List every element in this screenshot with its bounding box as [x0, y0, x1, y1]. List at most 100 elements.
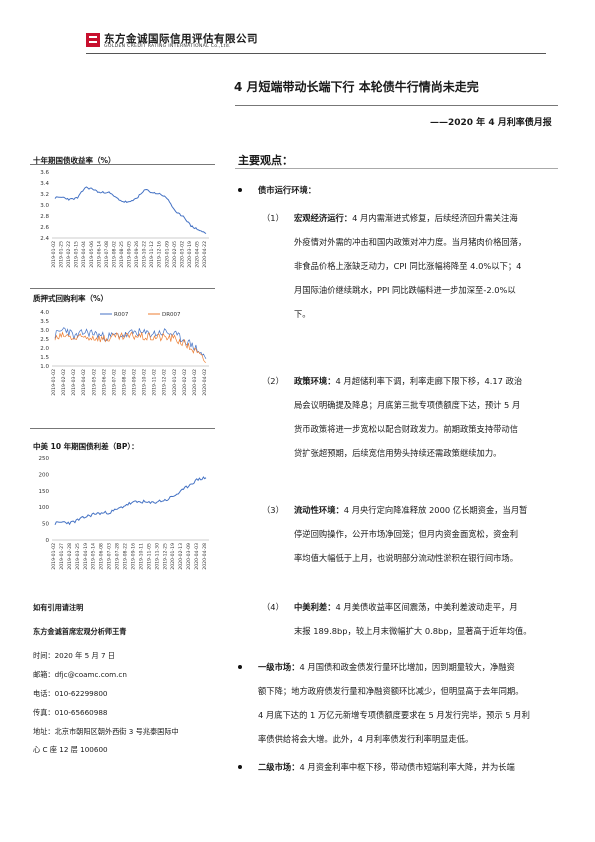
item-label: 二级市场： [258, 762, 300, 772]
x-tick-label: 2019-11-12 [149, 241, 155, 268]
y-tick-label: 4.0 [40, 310, 49, 316]
y-tick-label: 3.0 [40, 328, 49, 334]
x-tick-label: 2019-04-19 [83, 543, 89, 570]
bullet-icon [238, 188, 242, 192]
key-points-heading: 主要观点： [238, 154, 293, 167]
x-tick-label: 2020-01-02 [172, 369, 178, 396]
policy-environment-paragraph: 政策环境：4 月超储利率下调，利率走廊下限下移，4.17 政治 局会议明确提及降… [294, 376, 523, 458]
y-tick-label: 2.0 [40, 346, 49, 352]
legend-label: R007 [114, 312, 129, 318]
report-subtitle: ——2020 年 4 月利率债月报 [430, 118, 552, 128]
y-tick-label: 3.5 [40, 319, 49, 325]
x-tick-label: 2020-02-02 [182, 369, 188, 396]
y-tick-label: 2.6 [40, 225, 49, 231]
item-number: （2） [262, 376, 284, 386]
x-tick-label: 2019-01-02 [51, 369, 57, 396]
liquidity-paragraph: 流动性环境：4 月央行定向降准释放 2000 亿长期资金，当月暂 停逆回购操作，… [294, 505, 528, 563]
x-tick-label: 2019-09-26 [134, 241, 140, 268]
bullet-icon [238, 665, 242, 669]
company-logo-icon [86, 33, 100, 47]
x-tick-label: 2020-03-02 [192, 369, 198, 396]
item-label: 一级市场： [258, 662, 300, 672]
x-tick-label: 2020-03-09 [186, 543, 192, 570]
primary-market-paragraph: 一级市场：4 月国债和政金债发行量环比增加，因到期量较大，净融资 额下降；地方政… [258, 662, 530, 744]
x-tick-label: 2019-06-14 [96, 241, 102, 268]
x-tick-label: 2019-02-02 [61, 369, 67, 396]
contact-address-line1: 地址：北京市朝阳区朝外西街 3 号兆泰国际中 [33, 727, 179, 736]
x-tick-label: 2019-12-16 [157, 241, 163, 268]
x-tick-label: 2020-01-09 [164, 241, 170, 268]
y-tick-label: 150 [39, 489, 50, 495]
company-name-en: GOLDEN CREDIT RATING INTERNATIONAL Co.,L… [104, 44, 231, 49]
bullet-icon [238, 765, 242, 769]
report-date: 时间：2020 年 5 月 7 日 [33, 651, 115, 660]
x-tick-label: 2019-09-05 [127, 241, 133, 268]
x-tick-label: 2020-04-03 [194, 543, 200, 570]
x-tick-label: 2020-01-19 [170, 543, 176, 570]
key-points-rule [235, 168, 558, 169]
x-tick-label: 2019-11-05 [146, 543, 152, 570]
x-tick-label: 2019-03-25 [75, 543, 81, 570]
x-tick-label: 2019-07-08 [104, 241, 110, 268]
item-label: 流动性环境： [294, 505, 344, 515]
y-tick-label: 200 [39, 472, 50, 478]
x-tick-label: 2019-05-02 [91, 369, 97, 396]
y-tick-label: 1.5 [40, 355, 49, 361]
series-line-dr007 [54, 331, 207, 363]
header-divider [86, 53, 546, 54]
x-tick-label: 2019-03-15 [74, 241, 80, 268]
company-name-cn: 东方金诚国际信用评估有限公司 [104, 33, 258, 45]
x-tick-label: 2019-08-02 [111, 241, 117, 268]
legend-label: DR007 [162, 312, 181, 318]
x-tick-label: 2019-07-28 [115, 543, 121, 570]
x-tick-label: 2020-03-02 [179, 241, 185, 268]
x-tick-label: 2019-01-25 [59, 241, 65, 268]
y-tick-label: 3.4 [40, 181, 49, 187]
x-tick-label: 2019-09-16 [130, 543, 136, 570]
x-tick-label: 2020-04-28 [202, 543, 208, 570]
x-tick-label: 2019-12-02 [162, 369, 168, 396]
x-tick-label: 2019-10-11 [138, 543, 144, 570]
x-tick-label: 2019-08-02 [121, 369, 127, 396]
x-tick-label: 2019-06-02 [101, 369, 107, 396]
x-tick-label: 2020-02-05 [172, 241, 178, 268]
x-tick-label: 2019-05-14 [91, 543, 97, 570]
section-environment-heading: 债市运行环境： [258, 185, 317, 195]
y-tick-label: 3.0 [40, 203, 49, 209]
x-tick-label: 2020-03-19 [187, 241, 193, 268]
citation-note: 如有引用请注明 [33, 603, 84, 612]
y-tick-label: 1.0 [40, 364, 49, 370]
y-tick-label: 100 [39, 505, 50, 511]
contact-email[interactable]: 邮箱：dfjc@coamc.com.cn [33, 670, 127, 679]
contact-phone: 电话：010-62299800 [33, 689, 108, 698]
item-label: 宏观经济运行： [294, 213, 353, 223]
y-tick-label: 0 [46, 538, 50, 544]
item-label: 中美利差： [294, 602, 336, 612]
macro-economy-paragraph: 宏观经济运行：4 月内需渐进式修复，后续经济回升需关注海 外疫情对外需的冲击和国… [294, 213, 527, 319]
x-tick-label: 2020-04-02 [202, 369, 208, 396]
y-tick-label: 2.4 [40, 236, 49, 242]
x-tick-label: 2019-11-02 [152, 369, 158, 396]
contact-address-line2: 心 C 座 12 层 100600 [33, 745, 108, 754]
x-tick-label: 2019-06-08 [99, 543, 105, 570]
chart1-title: 十年期国债收益率（%） [33, 156, 116, 165]
x-tick-label: 2019-01-02 [51, 241, 57, 268]
secondary-market-paragraph: 二级市场：4 月资金利率中枢下移，带动债市短端利率大降，并为长端 [258, 762, 515, 772]
x-tick-label: 2019-02-22 [66, 241, 72, 268]
chart2-title: 质押式回购利率（%） [33, 294, 109, 303]
x-tick-label: 2019-12-25 [162, 543, 168, 570]
x-tick-label: 2019-01-02 [51, 543, 57, 570]
x-tick-label: 2019-04-02 [81, 369, 87, 396]
x-tick-label: 2019-07-03 [107, 543, 113, 570]
item-number: （1） [262, 213, 284, 223]
x-tick-label: 2020-04-22 [202, 241, 208, 268]
x-tick-label: 2019-03-02 [71, 369, 77, 396]
analyst-name: 东方金诚首席宏观分析师王青 [33, 627, 127, 636]
y-tick-label: 3.2 [40, 192, 49, 198]
x-tick-label: 2019-10-02 [142, 369, 148, 396]
chart1-title-rule [30, 164, 215, 165]
x-tick-label: 2019-09-02 [132, 369, 138, 396]
y-tick-label: 2.8 [40, 214, 49, 220]
